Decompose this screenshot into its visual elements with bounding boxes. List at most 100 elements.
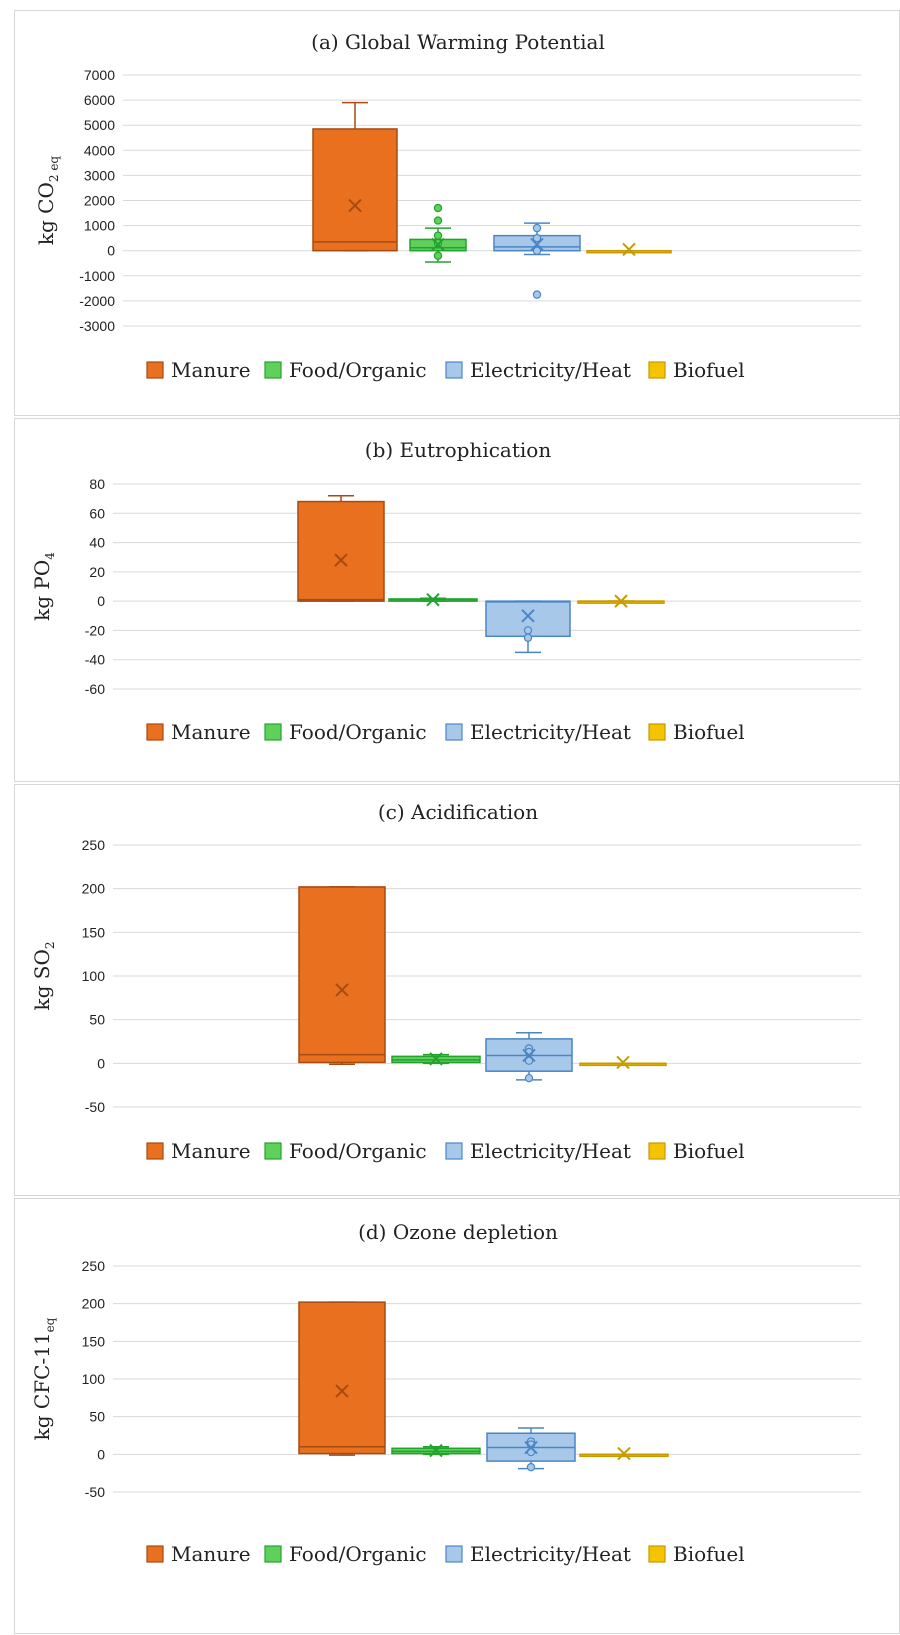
y-tick-label: -20 [85,622,105,638]
y-tick-label: 250 [82,1258,106,1274]
legend-label: Food/Organic [289,720,427,744]
legend-swatch [264,361,282,379]
legend-label: Biofuel [673,358,745,382]
legend-swatch [146,723,164,741]
legend-label: Manure [171,358,251,382]
y-tick-label: 3000 [84,167,115,183]
outlier-point [526,1462,536,1472]
outlier-point [433,203,443,213]
y-tick-label: 4000 [84,142,115,158]
mean-marker [524,1440,538,1455]
outlier-point [523,626,533,635]
y-tick-label: 60 [89,505,105,521]
legend-label: Manure [171,720,251,744]
chart-svg: (b) Eutrophication 80 60 40 20 0 -20 -40 -60 kg P… [30,438,861,744]
legend-swatch [648,1545,666,1563]
chart-title: (a) Global Warming Potential [311,30,605,54]
mean-marker [530,237,544,252]
y-tick-label: 250 [82,837,106,853]
chart-panel-acidification: (c) Acidification 250 200 150 100 50 0 -50 kg SO… [14,784,900,1196]
outlier-point [433,231,443,240]
y-tick-label: -1000 [79,268,115,284]
legend-label: Biofuel [673,1139,745,1163]
legend-label: Electricity/Heat [470,720,631,744]
mean-marker [348,198,362,213]
outlier-point [523,633,533,642]
y-tick-label: 80 [89,476,105,492]
outlier-point [524,1073,534,1083]
legend-swatch [146,1142,164,1160]
legend-swatch [648,723,666,741]
legend-swatch [146,361,164,379]
y-tick-label: 6000 [84,92,115,108]
outlier-point [433,251,443,260]
chart-panel-gwp: (a) Global Warming Potential 7000 6000 5000… [14,10,900,416]
legend-label: Electricity/Heat [470,1542,631,1566]
y-tick-label: 200 [82,881,106,897]
y-tick-label: -50 [85,1099,105,1115]
y-tick-label: 0 [107,243,115,259]
y-tick-label: 50 [89,1409,105,1425]
mean-marker [431,237,445,252]
legend-label: Biofuel [673,1542,745,1566]
box-manure [297,500,385,602]
box-manure [298,886,386,1064]
legend-label: Manure [171,1139,251,1163]
legend-swatch [648,361,666,379]
y-tick-label: 0 [97,1446,105,1462]
y-tick-label: 2000 [84,193,115,209]
y-tick-label: -50 [85,1484,105,1500]
mean-marker [521,609,535,623]
y-tick-label: 150 [82,924,106,940]
legend-swatch [445,361,463,379]
legend-label: Food/Organic [289,1542,427,1566]
y-tick-label: 100 [82,968,106,984]
y-tick-label: -60 [85,681,105,697]
y-tick-label: 0 [97,593,105,609]
chart-title: (b) Eutrophication [365,438,552,462]
y-tick-label: -3000 [79,318,115,334]
y-tick-label: -2000 [79,293,115,309]
chart-svg: (c) Acidification 250 200 150 100 50 0 -50 kg SO… [30,800,861,1163]
y-tick-label: 0 [97,1055,105,1071]
mean-marker [429,1443,443,1458]
legend-label: Electricity/Heat [470,358,631,382]
legend-swatch [445,723,463,741]
legend-swatch [648,1142,666,1160]
mean-marker [617,1446,631,1461]
y-tick-label: -40 [85,652,105,668]
y-tick-label: 7000 [84,67,115,83]
legend-swatch [264,723,282,741]
y-tick-label: 100 [82,1371,106,1387]
chart-title: (d) Ozone depletion [358,1220,558,1244]
box-manure [298,1301,386,1455]
y-tick-label: 20 [89,564,105,580]
outlier-point [532,223,542,233]
chart-title: (c) Acidification [378,800,538,824]
y-tick-label: 1000 [84,218,115,234]
box-manure [312,128,398,252]
legend-swatch [445,1545,463,1563]
mean-marker [614,594,628,608]
mean-marker [622,242,636,257]
y-tick-label: 40 [89,535,105,551]
y-tick-label: 50 [89,1012,105,1028]
legend-label: Manure [171,1542,251,1566]
outlier-point [433,216,443,225]
mean-marker [334,553,348,567]
chart-panel-ozone: (d) Ozone depletion 250 200 150 100 50 0 -50 kg … [14,1198,900,1634]
legend-label: Biofuel [673,720,745,744]
chart-svg: (d) Ozone depletion 250 200 150 100 50 0 -50 kg … [30,1220,861,1566]
y-tick-label: 5000 [84,117,115,133]
mean-marker [426,592,440,607]
mean-marker [522,1048,536,1063]
outlier-point [532,246,542,255]
legend-swatch [146,1545,164,1563]
y-axis-label: kg PO4 [30,552,57,621]
outlier-point [532,290,542,299]
outlier-point [524,1056,534,1065]
y-axis-label: kg SO2 [30,941,57,1010]
mean-marker [335,1384,349,1398]
legend-label: Electricity/Heat [470,1139,631,1163]
legend-swatch [264,1545,282,1563]
